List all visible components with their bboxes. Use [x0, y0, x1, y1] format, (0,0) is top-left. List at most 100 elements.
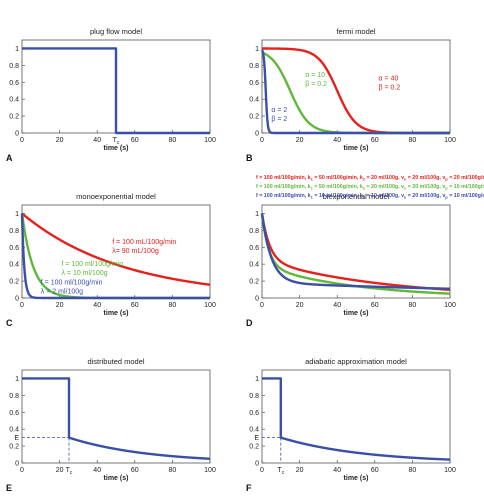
x-tick-label: 80	[169, 467, 177, 474]
x-tick-label: 60	[131, 137, 139, 144]
y-tick-label: 0.2	[249, 114, 259, 121]
x-tick-label: 100	[444, 467, 456, 474]
legend-text-part: = 20 ml/100g, v	[406, 193, 445, 199]
panel-d: 0 20 40 60 80 100 0 0.2 0.4 0.6 0.8 1 biexponential …	[246, 175, 484, 328]
x-tick-label: 0	[20, 467, 24, 474]
y-tick-label: 0.8	[249, 228, 259, 235]
legend-text-part: = 20 ml/100g, v	[406, 175, 445, 181]
annotation-2-line-1: α = 10	[305, 72, 325, 79]
x-axis-label: time (s)	[104, 475, 129, 482]
x-tick-label: 0	[260, 137, 264, 144]
legend-text-part: p	[445, 186, 448, 191]
y-tick-label: 0.4	[249, 262, 259, 269]
legend-entry-2: f = 100 ml/100g/min, k1 = 50 ml/100g/min…	[256, 184, 484, 191]
x-tick-label: 60	[131, 467, 139, 474]
legend-text-part: 2	[363, 195, 366, 200]
y-tick-label: 0.4	[9, 97, 19, 104]
panel-label: D	[246, 318, 253, 328]
chart-title: distributed model	[87, 357, 144, 366]
x-tick-label: 60	[131, 302, 139, 309]
x-tick-label: 80	[169, 137, 177, 144]
legend-text-part: = 50 ml/100g/min, k	[313, 175, 363, 181]
y-tick-label: 0.2	[9, 444, 19, 451]
x-tick-label: 60	[371, 137, 379, 144]
tc-tick-sub: c	[117, 140, 120, 146]
x-axis-label: time (s)	[104, 310, 129, 317]
y-tick-label: 0	[15, 296, 19, 303]
x-tick-label: 20	[56, 467, 64, 474]
x-tick-label: 40	[333, 137, 341, 144]
y-tick-label: 0.8	[9, 63, 19, 70]
x-axis-label: time (s)	[344, 475, 369, 482]
annotation-2-line-1: f = 100 ml/100g/min	[61, 261, 123, 268]
y-tick-label: 0.8	[9, 228, 19, 235]
e-tick-label: E	[14, 435, 19, 442]
x-tick-label: 0	[20, 137, 24, 144]
legend-text-part: = 50 ml/100g/min, k	[313, 184, 363, 190]
x-tick-label: 80	[409, 137, 417, 144]
y-tick-label: 0	[255, 296, 259, 303]
legend-entry-1: f = 100 ml/100g/min, k1 = 50 ml/100g/min…	[256, 175, 484, 182]
y-tick-label: 0.8	[249, 393, 259, 400]
annotation-3-line-1: α = 2	[271, 107, 287, 114]
x-tick-label: 80	[409, 302, 417, 309]
legend-text-part: f = 100 ml/100g/min, k	[256, 175, 311, 181]
y-tick-label: 0.8	[9, 393, 19, 400]
legend-text-part: 2	[363, 177, 366, 182]
plot-frame	[261, 39, 451, 134]
x-tick-label: 40	[93, 467, 101, 474]
legend-text-part: e	[404, 186, 407, 191]
x-tick-label: 20	[296, 137, 304, 144]
x-tick-label: 0	[260, 302, 264, 309]
x-tick-label: 100	[204, 137, 216, 144]
x-tick-label: 40	[333, 467, 341, 474]
x-tick-label: 100	[204, 302, 216, 309]
x-tick-label: 0	[260, 467, 264, 474]
y-tick-label: 0.6	[9, 410, 19, 417]
legend-text-part: = 10 ml/100g/min	[448, 193, 484, 199]
series-line-1	[21, 377, 211, 460]
x-tick-label: 20	[56, 137, 64, 144]
y-tick-label: 0.8	[249, 63, 259, 70]
y-tick-label: 0	[15, 461, 19, 468]
annotation-3-line-1: f = 100 ml/100g/min	[41, 279, 103, 286]
annotation-1-line-2: β = 0.2	[379, 85, 401, 92]
x-tick-label: 40	[93, 137, 101, 144]
y-tick-label: 0.6	[9, 245, 19, 252]
y-tick-label: 0.4	[249, 427, 259, 434]
x-tick-label: 80	[409, 467, 417, 474]
y-tick-label: 0.2	[9, 114, 19, 121]
tc-tick-label: Tc	[113, 137, 120, 146]
legend-text-part: e	[404, 177, 407, 182]
panel-c: 0 20 40 60 80 100 0 0.2 0.4 0.6 0.8 1 monoexponentia…	[6, 192, 216, 328]
x-axis-label: time (s)	[344, 310, 369, 317]
chart-title: biexponential model	[323, 192, 390, 201]
series-line-1	[22, 47, 210, 135]
legend-text-part: = 20 ml/100g, v	[365, 184, 404, 190]
x-tick-label: 100	[444, 137, 456, 144]
series-line-3	[20, 213, 211, 300]
y-tick-label: 0.6	[9, 80, 19, 87]
y-tick-label: 0	[255, 461, 259, 468]
legend-text-part: e	[404, 195, 407, 200]
y-tick-label: 0.2	[9, 279, 19, 286]
annotation-3-line-2: β = 2	[271, 116, 287, 123]
x-tick-label: 20	[56, 302, 64, 309]
series-line-3	[260, 49, 451, 135]
x-axis-label: time (s)	[104, 145, 129, 152]
legend-entry-3: f = 100 ml/100g/min, k1 = 10 ml/100g/min…	[256, 193, 484, 200]
plot-frame	[261, 369, 451, 464]
legend-text-part: p	[445, 177, 448, 182]
annotation-3-line-2: λ = 2 ml/100g	[41, 288, 83, 295]
panel-a: 0 20 40 60 80 100 0 0.2 0.4 0.6 0.8 1 plug flow mode…	[6, 27, 216, 163]
legend-text-part: = 20 ml/100g, v	[406, 184, 445, 190]
plot-frame	[21, 204, 211, 299]
panel-f: 0 20 40 60 80 100 0 0.2 0.4 0.6 0.8 1 adiabatic appr…	[246, 357, 456, 493]
chart-title: monoexponential model	[76, 192, 156, 201]
tc-tick-sub: c	[282, 470, 285, 476]
tc-tick-main: T	[66, 467, 71, 474]
annotation-1-line-1: f = 100 mL/100g/min	[112, 239, 176, 246]
plot-frame	[21, 369, 211, 464]
series-line-1	[21, 212, 211, 286]
